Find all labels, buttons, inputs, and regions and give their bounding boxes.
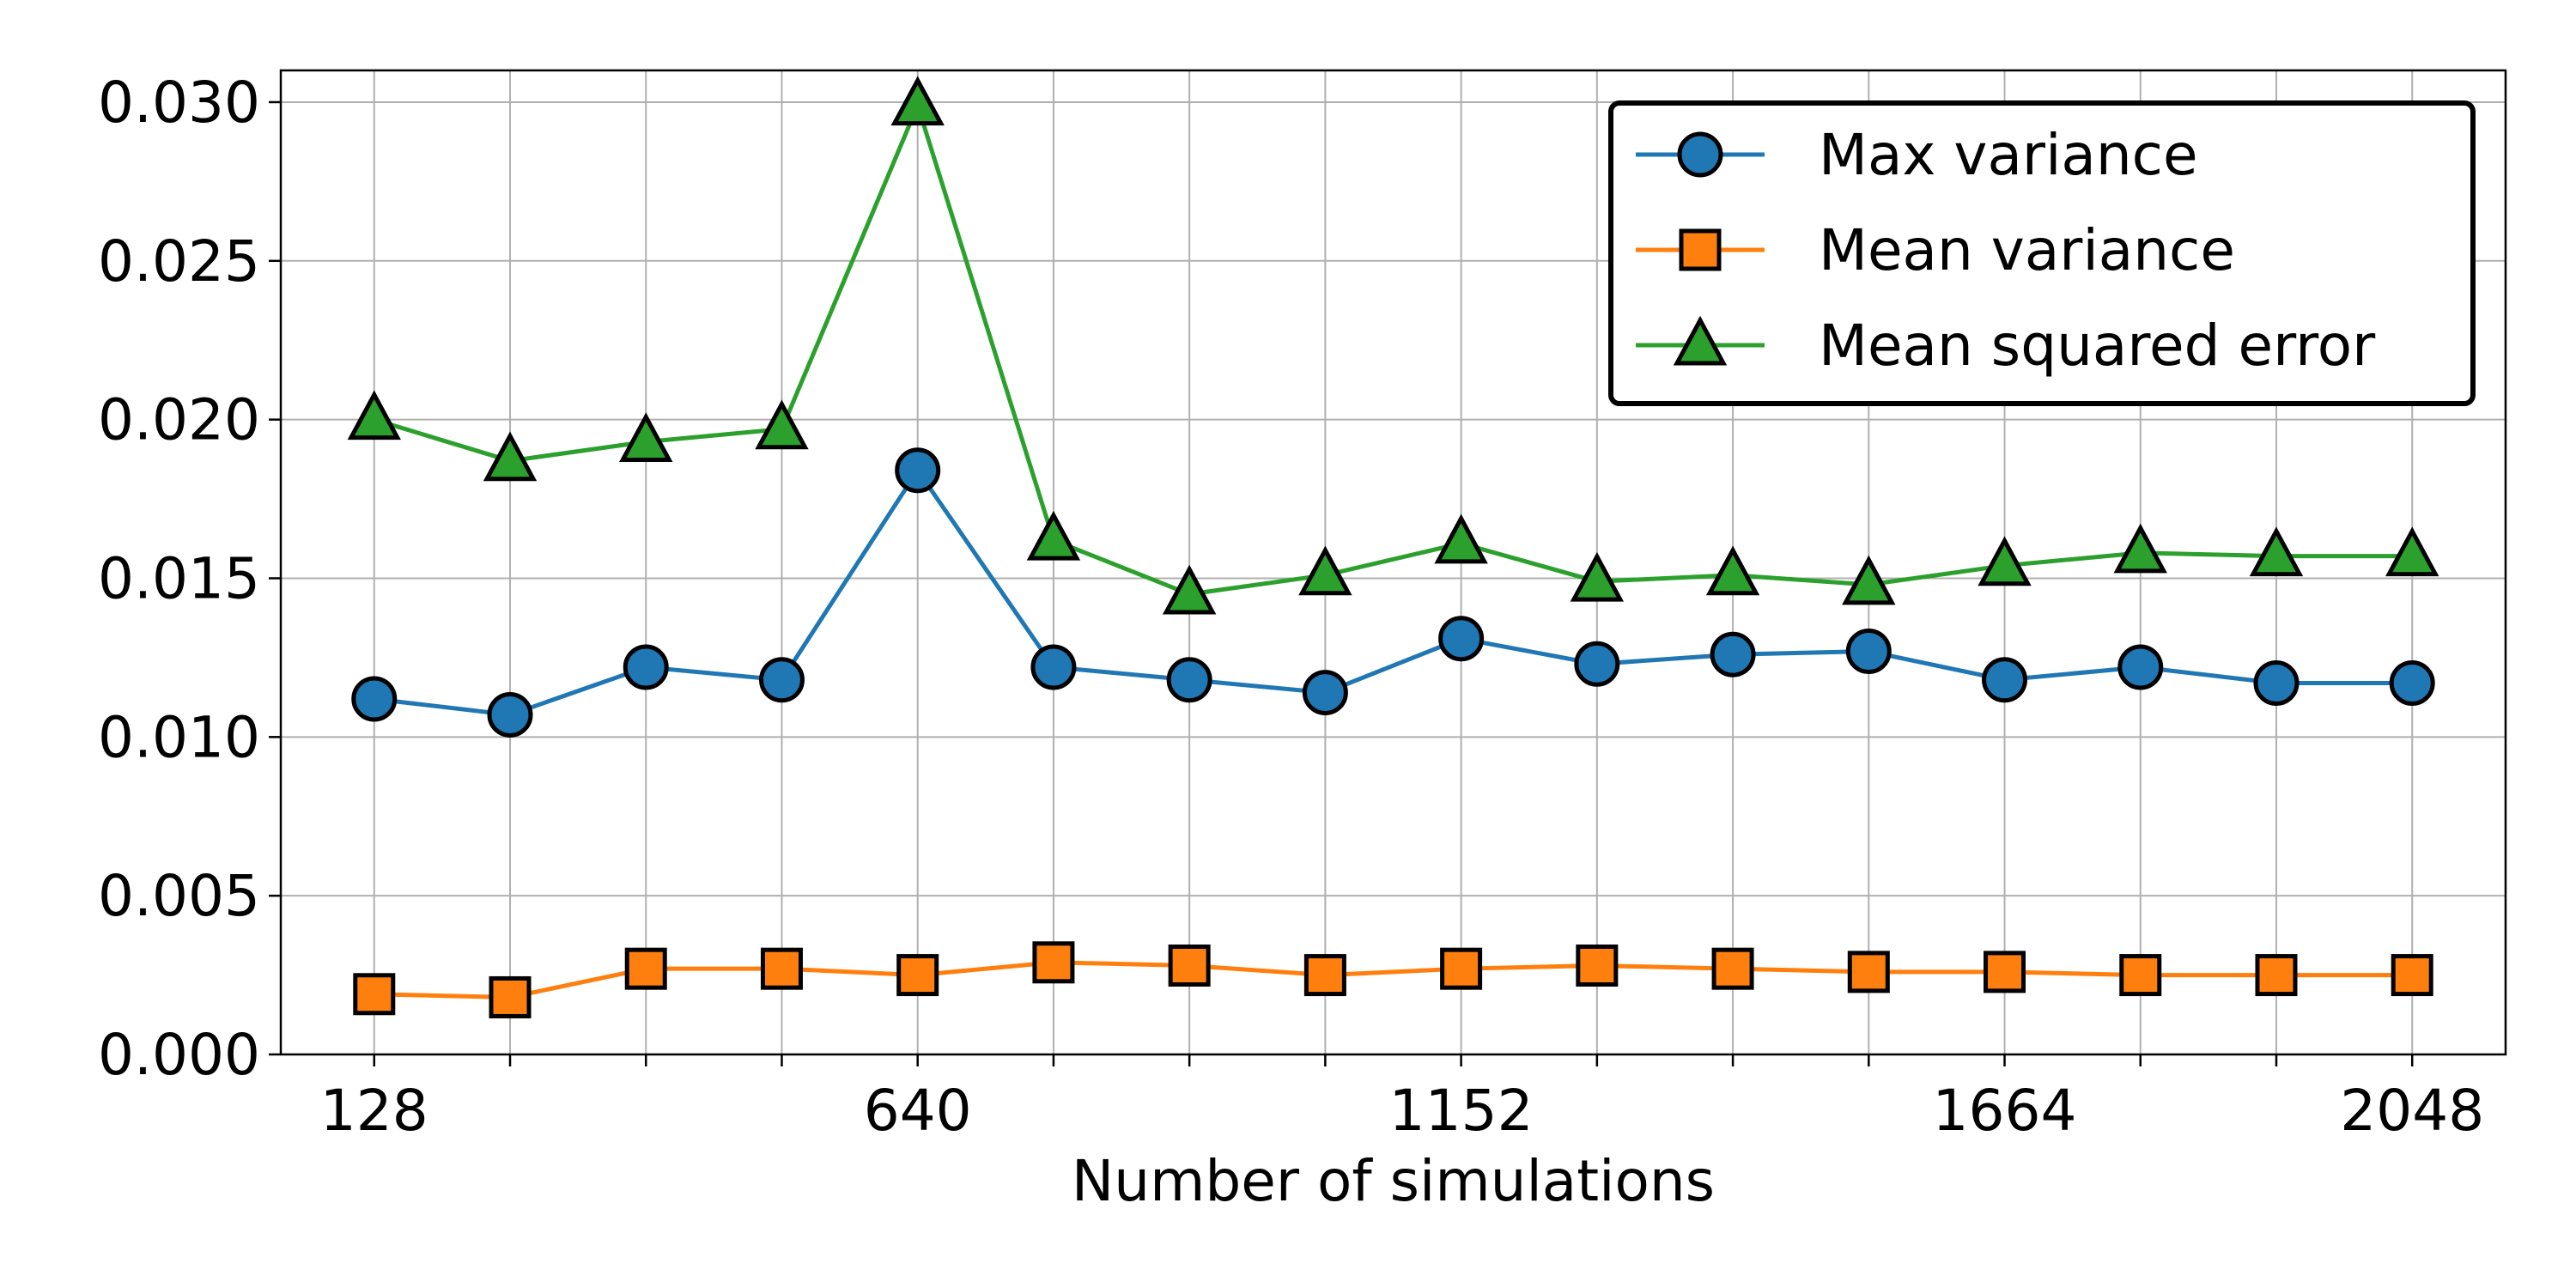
data-point-square [624,947,667,990]
data-point-square [1711,947,1754,990]
data-point-square [353,973,396,1016]
series-layer [347,76,2439,1018]
data-point-circle [2389,659,2435,706]
y-tick-label: 0.005 [98,863,260,929]
legend-item: Max variance [1636,122,2198,188]
legend-box [1608,100,2476,406]
series-triangle [347,76,2439,615]
y-tick-label: 0.025 [98,228,260,295]
data-point-circle [351,676,398,722]
data-point-square [2119,954,2162,997]
legend-marker-square [1679,228,1722,271]
data-point-circle [1438,616,1485,662]
data-point-circle [1982,657,2028,703]
data-point-square [2255,954,2298,997]
series-square [353,941,2433,1018]
data-point-circle [1574,641,1620,687]
series-line [374,99,2413,597]
data-point-triangle [483,431,538,482]
data-point-triangle [1026,510,1081,561]
data-point-circle [2117,644,2164,690]
data-point-square [1168,944,1211,987]
legend-marker-circle [1677,131,1723,178]
legend-label: Mean variance [1819,217,2235,283]
data-point-square [760,947,803,990]
data-point-triangle [619,412,673,463]
data-point-triangle [2385,526,2439,577]
legend: Max variance Mean variance Mean squared er… [1608,100,2476,406]
y-tick-label: 0.010 [98,704,260,770]
y-tick-label: 0.015 [98,545,260,611]
data-point-circle [1302,670,1348,716]
data-point-square [896,954,939,997]
data-point-triangle [1570,551,1625,602]
data-point-circle [623,644,669,690]
data-point-triangle [2113,523,2167,574]
data-point-square [1984,951,2026,993]
data-point-circle [1710,631,1756,677]
legend-item: Mean squared error [1636,313,2376,379]
data-point-square [1440,947,1483,990]
data-point-triangle [1434,513,1488,564]
series-line [374,466,2413,717]
data-point-circle [1166,657,1212,703]
series-circle [351,447,2435,738]
x-tick-label: 2048 [2340,1078,2484,1144]
data-point-circle [1030,644,1077,690]
x-axis-title: Number of simulations [1072,1148,1715,1214]
data-point-triangle [347,390,401,440]
data-point-circle [487,691,533,738]
data-point-triangle [890,76,945,126]
data-point-square [1032,941,1075,984]
data-point-square [1576,944,1619,987]
data-point-circle [2253,659,2300,706]
data-point-triangle [755,399,809,450]
legend-item: Mean variance [1636,217,2235,283]
data-point-square [1303,954,1346,997]
x-tick-label: 1152 [1389,1078,1534,1144]
y-tick-label: 0.030 [98,70,260,136]
data-point-triangle [1705,545,1760,596]
data-point-circle [758,657,805,703]
x-tick-label: 128 [320,1078,428,1144]
data-point-circle [895,447,941,494]
data-point-square [489,975,532,1018]
axis-ticks: 128 640 1152 1664 2048 0.000 0.005 0.010 0.015 0.… [98,70,2484,1144]
y-tick-label: 0.020 [98,387,260,453]
data-point-circle [1845,629,1892,675]
data-point-square [1847,951,1890,993]
data-point-triangle [2249,526,2304,577]
data-point-triangle [1298,545,1352,596]
data-point-square [2391,954,2433,997]
legend-label: Max variance [1819,122,2198,188]
x-tick-label: 1664 [1933,1078,2077,1144]
y-tick-label: 0.000 [98,1022,260,1088]
series-line [374,960,2413,999]
plot-frame [279,69,2507,1056]
legend-label: Mean squared error [1819,313,2376,379]
legend-marker-triangle [1673,315,1728,366]
data-point-triangle [1842,555,1896,605]
data-point-triangle [1162,564,1217,615]
x-tick-label: 640 [864,1078,972,1144]
data-point-triangle [1978,536,2032,586]
